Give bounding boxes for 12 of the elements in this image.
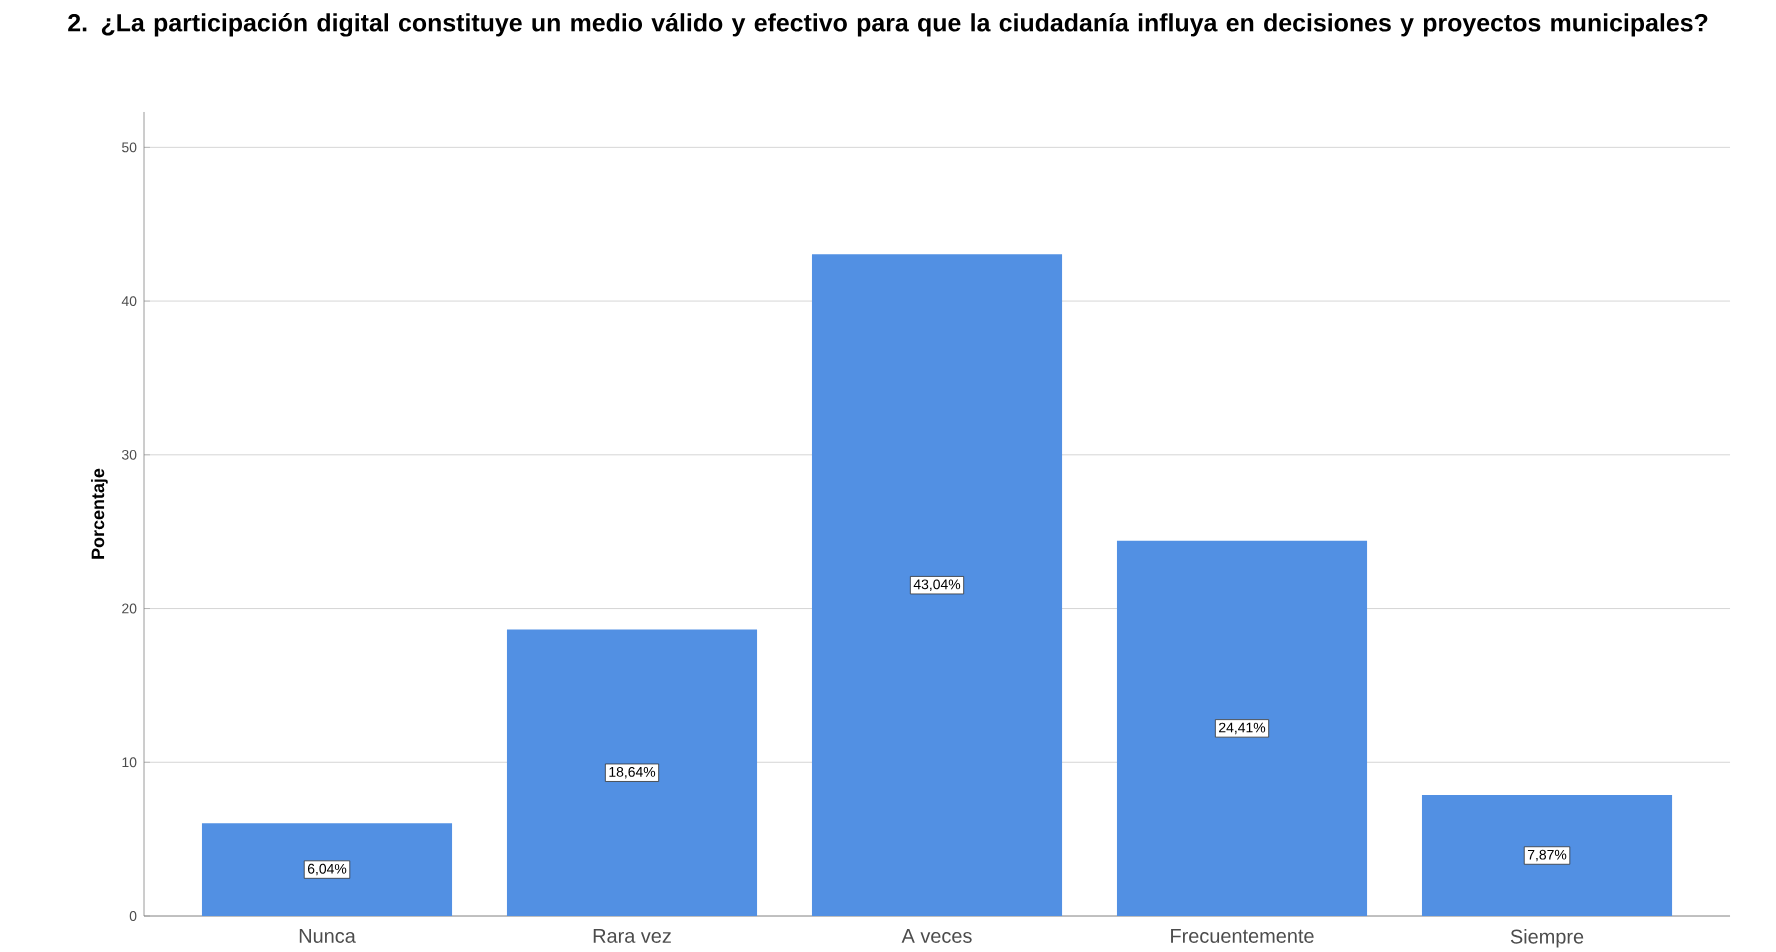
bar xyxy=(1421,795,1673,916)
bar xyxy=(1116,540,1368,916)
bar xyxy=(201,823,453,916)
x-tick-label: A veces xyxy=(901,929,972,943)
x-tick-label: Siempre xyxy=(1510,929,1584,948)
x-tick-label: Nunca xyxy=(299,929,356,943)
x-tick-label: Frecuentemente xyxy=(1171,929,1314,943)
bar xyxy=(811,254,1063,916)
chart-title: 2. ¿La participación digital constituye un medio válido y efectivo para que la ciudadanía influya en decisiones y proyectos municipales? xyxy=(68,13,1708,37)
x-tick-label: Rara vez xyxy=(593,929,671,943)
y-axis-title: Porcentaje xyxy=(91,468,108,559)
bar xyxy=(506,629,758,916)
